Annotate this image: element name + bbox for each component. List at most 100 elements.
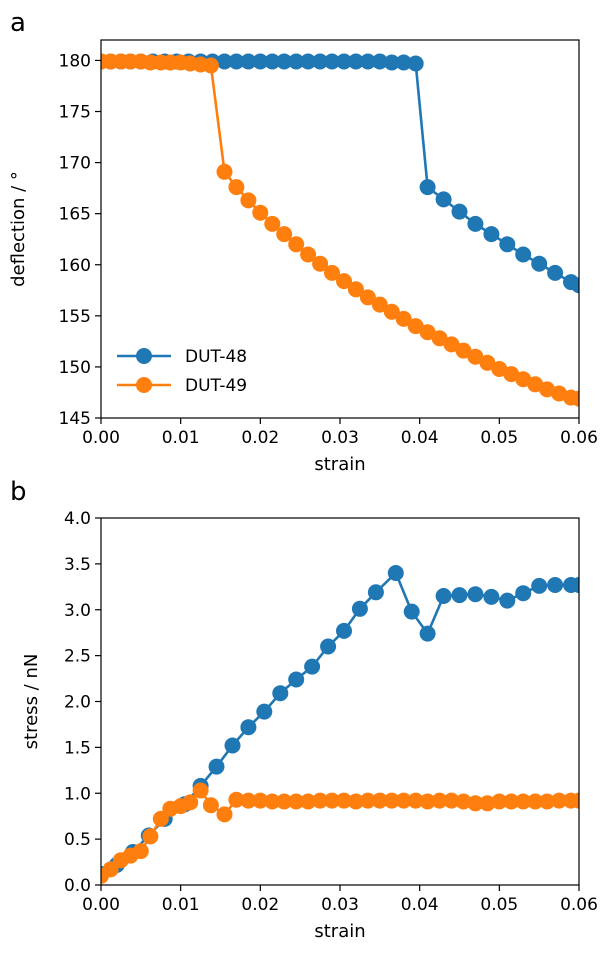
data-point-dut-48 (276, 53, 293, 70)
x-tick-label: 0.03 (321, 895, 359, 915)
data-point-dut-48 (383, 54, 400, 71)
x-tick-label: 0.05 (480, 428, 518, 448)
data-point-dut-49 (324, 792, 340, 809)
y-tick-label: 170 (59, 154, 91, 174)
data-point-dut-48 (264, 53, 281, 70)
y-axis-label: deflection / ° (8, 171, 29, 287)
data-point-dut-48 (252, 53, 269, 70)
data-point-dut-48 (571, 577, 579, 593)
data-point-dut-49 (479, 354, 496, 371)
series-line-dut-49 (101, 60, 579, 400)
y-tick-label: 2.5 (64, 647, 91, 667)
data-point-dut-49 (539, 793, 556, 810)
data-point-dut-49 (515, 793, 532, 810)
x-tick-label: 0.00 (82, 895, 120, 915)
data-point-dut-49 (276, 793, 293, 810)
data-point-dut-48 (531, 255, 548, 272)
y-axis-label: stress / nN (21, 654, 42, 750)
y-tick-label: 145 (59, 409, 91, 429)
data-point-dut-49 (407, 792, 424, 809)
data-point-dut-49 (336, 792, 352, 809)
legend-swatch-marker (136, 377, 152, 393)
y-tick-label: 4.0 (64, 509, 91, 529)
y-tick-label: 160 (59, 256, 91, 276)
x-tick-label: 0.02 (241, 428, 279, 448)
x-tick-label: 0.04 (401, 428, 439, 448)
legend: DUT-48 DUT-49 (117, 347, 247, 396)
data-point-dut-49 (359, 792, 376, 809)
data-point-dut-48 (435, 191, 452, 208)
data-point-dut-49 (359, 289, 376, 306)
data-point-dut-49 (312, 792, 329, 809)
data-point-dut-49 (395, 792, 412, 809)
data-point-dut-49 (324, 264, 340, 281)
axes-frame (100, 39, 580, 419)
data-point-dut-49 (152, 810, 169, 827)
x-tick-label: 0.05 (480, 895, 518, 915)
data-point-dut-49 (264, 215, 281, 232)
data-point-dut-48 (531, 577, 548, 594)
data-point-dut-48 (228, 53, 245, 70)
data-point-dut-48 (272, 685, 289, 702)
data-point-dut-49 (479, 795, 496, 812)
data-point-dut-49 (312, 255, 329, 272)
x-tick-label: 0.06 (560, 895, 598, 915)
y-tick-label: 1.5 (64, 738, 91, 758)
data-point-dut-48 (451, 203, 468, 220)
data-point-dut-49 (216, 163, 233, 180)
data-point-dut-49 (491, 361, 508, 377)
x-tick-label: 0.04 (401, 895, 439, 915)
data-point-dut-48 (300, 53, 317, 70)
data-point-dut-48 (403, 603, 420, 620)
x-tick-label: 0.00 (82, 428, 120, 448)
data-point-dut-49 (551, 792, 568, 809)
data-point-dut-49 (419, 793, 436, 810)
data-point-dut-48 (240, 53, 257, 70)
data-point-dut-48 (324, 53, 340, 70)
data-point-dut-48 (547, 264, 564, 281)
legend-label: DUT-48 (185, 347, 247, 367)
data-point-dut-49 (419, 324, 436, 341)
y-tick-label: 175 (59, 103, 91, 123)
data-point-dut-48 (483, 226, 500, 243)
data-point-dut-49 (383, 792, 400, 809)
data-point-dut-49 (216, 806, 233, 823)
panel-letter: a (10, 8, 26, 38)
data-point-dut-48 (256, 703, 273, 720)
y-tick-label: 0.5 (64, 830, 91, 850)
legend-label: DUT-49 (185, 376, 247, 396)
data-point-dut-49 (571, 390, 579, 407)
y-tick-label: 165 (59, 205, 91, 225)
data-point-dut-48 (312, 53, 329, 70)
data-point-dut-49 (431, 330, 448, 347)
data-point-dut-48 (351, 600, 368, 617)
data-point-dut-48 (435, 588, 452, 604)
y-tick-label: 0.0 (64, 876, 91, 896)
x-axis-label: strain (314, 454, 365, 475)
y-tick-label: 150 (59, 358, 91, 378)
data-point-dut-48 (288, 671, 305, 688)
data-point-dut-48 (571, 277, 579, 294)
data-point-dut-48 (240, 719, 257, 736)
data-point-dut-49 (383, 303, 400, 320)
data-point-dut-48 (483, 588, 500, 605)
data-point-dut-49 (102, 861, 119, 878)
data-point-dut-48 (499, 592, 516, 609)
data-point-dut-49 (371, 792, 388, 809)
data-point-dut-48 (208, 758, 225, 775)
data-point-dut-48 (467, 586, 484, 603)
x-tick-label: 0.06 (560, 428, 598, 448)
y-tick-label: 1.0 (64, 784, 91, 804)
y-tick-label: 3.0 (64, 601, 91, 621)
data-point-dut-48 (407, 55, 424, 72)
data-point-dut-49 (539, 381, 556, 398)
x-tick-label: 0.01 (162, 895, 200, 915)
data-point-dut-49 (455, 342, 472, 359)
data-point-dut-49 (503, 793, 520, 810)
data-point-dut-48 (419, 179, 436, 196)
data-point-dut-49 (288, 236, 305, 253)
data-point-dut-49 (491, 793, 508, 810)
x-axis-label: strain (314, 921, 365, 942)
data-point-dut-48 (499, 236, 516, 253)
